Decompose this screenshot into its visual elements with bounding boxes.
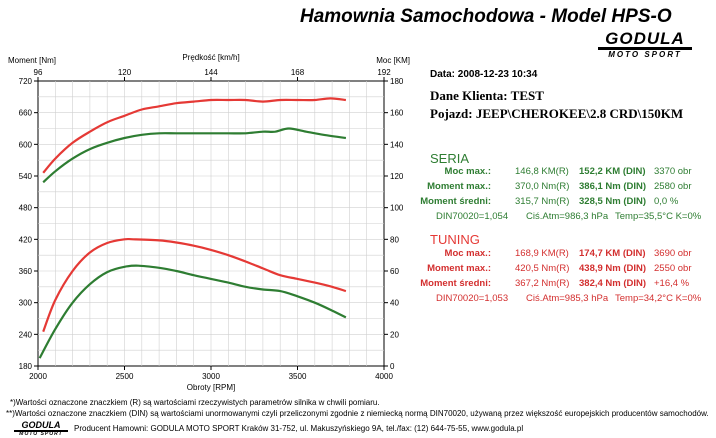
y2-axis-label: Moc [KM] bbox=[376, 56, 410, 65]
seria-torque-line bbox=[38, 264, 347, 359]
tuning-conditions: DIN70020=1,053 Ciś.Atm=985,3 hPa Temp=34… bbox=[386, 293, 701, 307]
din-factor: DIN70020=1,054 bbox=[436, 211, 509, 222]
producer-info: Producent Hamowni: GODULA MOTO SPORT Kra… bbox=[74, 424, 524, 433]
x-tick-label: 4000 bbox=[375, 372, 393, 381]
measurement-date: Data: 2008-12-23 10:34 bbox=[430, 69, 538, 80]
footnote-r: *)Wartości oznaczone znaczkiem (R) są wa… bbox=[10, 398, 380, 407]
tuning-row-power: Moc max.: 168,9 KM(R) 174,7 KM (DIN) 369… bbox=[386, 248, 692, 262]
godula-logo: GODULA MOTO SPORT bbox=[598, 30, 692, 59]
y-tick-label: 660 bbox=[19, 109, 33, 118]
row-label: Moc max.: bbox=[444, 248, 491, 259]
atm-pressure: Ciś.Atm=986,3 hPa bbox=[526, 211, 609, 222]
value-percent: +16,4 % bbox=[654, 278, 690, 289]
value-r: 420,5 Nm(R) bbox=[515, 263, 570, 274]
y2-tick-label: 180 bbox=[390, 77, 404, 86]
x-tick-label: 2500 bbox=[116, 372, 134, 381]
logo-brand: GODULA bbox=[598, 30, 692, 50]
value-r: 315,7 Nm(R) bbox=[515, 196, 570, 207]
y2-tick-label: 160 bbox=[390, 109, 404, 118]
row-label: Moment średni: bbox=[420, 196, 491, 207]
din-factor: DIN70020=1,053 bbox=[436, 293, 509, 304]
y2-tick-label: 80 bbox=[390, 235, 399, 244]
y-tick-label: 480 bbox=[19, 204, 33, 213]
seria-heading: SERIA bbox=[430, 151, 470, 166]
value-r: 370,0 Nm(R) bbox=[515, 181, 570, 192]
value-din: 152,2 KM (DIN) bbox=[579, 166, 646, 177]
x-tick-label: 2000 bbox=[29, 372, 47, 381]
tuning-power-line bbox=[42, 97, 347, 174]
footer-logo-subtitle: MOTO SPORT bbox=[19, 431, 63, 437]
y-axis-label: Moment [Nm] bbox=[8, 56, 56, 65]
y-tick-label: 180 bbox=[19, 362, 33, 371]
tuning-row-torque: Moment max.: 420,5 Nm(R) 438,9 Nm (DIN) … bbox=[386, 263, 691, 277]
y2-tick-label: 140 bbox=[390, 140, 404, 149]
x-axis-label: Obroty [RPM] bbox=[187, 383, 235, 392]
x2-axis-label: Prędkość [km/h] bbox=[182, 53, 239, 62]
logo-subtitle: MOTO SPORT bbox=[608, 50, 682, 59]
dyno-title: Hamownia Samochodowa - Model HPS-O bbox=[300, 6, 672, 27]
value-rpm: 3370 obr bbox=[654, 166, 692, 177]
y2-tick-label: 0 bbox=[390, 362, 395, 371]
y-tick-label: 360 bbox=[19, 267, 33, 276]
y-tick-label: 420 bbox=[19, 235, 33, 244]
vehicle-name: Pojazd: JEEP\CHEROKEE\2.8 CRD\150KM bbox=[430, 106, 684, 121]
value-r: 367,2 Nm(R) bbox=[515, 278, 570, 289]
y-tick-label: 240 bbox=[19, 330, 33, 339]
value-din: 386,1 Nm (DIN) bbox=[579, 181, 647, 192]
x2-tick-label: 96 bbox=[34, 68, 43, 77]
value-din: 174,7 KM (DIN) bbox=[579, 248, 646, 259]
y2-tick-label: 120 bbox=[390, 172, 404, 181]
tuning-row-avg-torque: Moment średni: 367,2 Nm(R) 382,4 Nm (DIN… bbox=[386, 278, 690, 292]
row-label: Moment max.: bbox=[427, 181, 491, 192]
seria-table: Moc max.: 146,8 KM(R) 152,2 KM (DIN) 337… bbox=[386, 166, 706, 226]
tuning-torque-line bbox=[42, 237, 347, 333]
value-rpm: 2550 obr bbox=[654, 263, 692, 274]
x2-tick-label: 192 bbox=[377, 68, 391, 77]
x2-tick-label: 144 bbox=[204, 68, 218, 77]
y-tick-label: 600 bbox=[19, 140, 33, 149]
seria-conditions: DIN70020=1,054 Ciś.Atm=986,3 hPa Temp=35… bbox=[386, 211, 701, 225]
seria-power-line bbox=[42, 127, 347, 184]
client-name: Dane Klienta: TEST bbox=[430, 88, 544, 103]
x-tick-label: 3000 bbox=[202, 372, 220, 381]
value-rpm: 2580 obr bbox=[654, 181, 692, 192]
footnote-din: **)Wartości oznaczone znaczkiem (DIN) są… bbox=[6, 409, 709, 418]
y2-tick-label: 60 bbox=[390, 267, 399, 276]
x-tick-label: 3500 bbox=[289, 372, 307, 381]
seria-row-power: Moc max.: 146,8 KM(R) 152,2 KM (DIN) 337… bbox=[386, 166, 692, 180]
temperature: Temp=34,2°C K=0% bbox=[615, 293, 702, 304]
y-tick-label: 540 bbox=[19, 172, 33, 181]
value-r: 146,8 KM(R) bbox=[515, 166, 569, 177]
row-label: Moment średni: bbox=[420, 278, 491, 289]
value-din: 438,9 Nm (DIN) bbox=[579, 263, 647, 274]
row-label: Moment max.: bbox=[427, 263, 491, 274]
y2-tick-label: 40 bbox=[390, 299, 399, 308]
y2-tick-label: 20 bbox=[390, 330, 399, 339]
footer-logo-brand: GODULA bbox=[14, 421, 68, 432]
temperature: Temp=35,5°C K=0% bbox=[615, 211, 702, 222]
value-rpm: 3690 obr bbox=[654, 248, 692, 259]
seria-row-torque: Moment max.: 370,0 Nm(R) 386,1 Nm (DIN) … bbox=[386, 181, 691, 195]
tuning-heading: TUNING bbox=[430, 232, 480, 247]
seria-row-avg-torque: Moment średni: 315,7 Nm(R) 328,5 Nm (DIN… bbox=[386, 196, 686, 210]
value-din: 328,5 Nm (DIN) bbox=[579, 196, 647, 207]
x2-tick-label: 120 bbox=[118, 68, 132, 77]
y-tick-label: 300 bbox=[19, 299, 33, 308]
y-tick-label: 720 bbox=[19, 77, 33, 86]
value-din: 382,4 Nm (DIN) bbox=[579, 278, 647, 289]
y2-tick-label: 100 bbox=[390, 204, 404, 213]
x2-tick-label: 168 bbox=[291, 68, 305, 77]
row-label: Moc max.: bbox=[444, 166, 491, 177]
value-percent: 0,0 % bbox=[654, 196, 679, 207]
atm-pressure: Ciś.Atm=985,3 hPa bbox=[526, 293, 609, 304]
footer-logo: GODULA MOTO SPORT bbox=[14, 421, 68, 437]
tuning-table: Moc max.: 168,9 KM(R) 174,7 KM (DIN) 369… bbox=[386, 248, 706, 308]
value-r: 168,9 KM(R) bbox=[515, 248, 569, 259]
